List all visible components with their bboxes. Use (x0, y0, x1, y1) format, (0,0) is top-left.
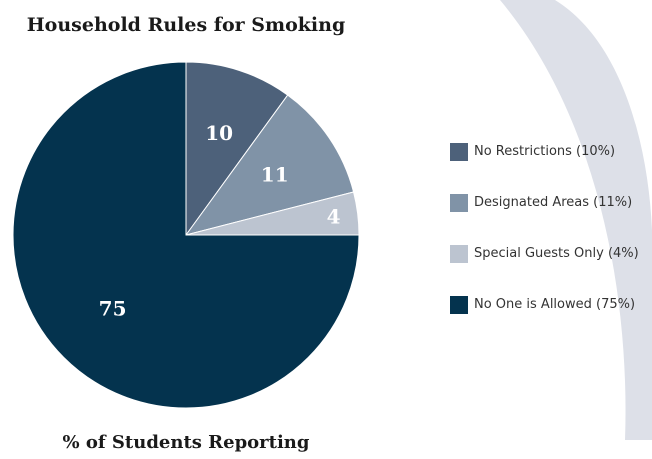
data-label: 10 (205, 121, 233, 145)
chart-title: Household Rules for Smoking (26, 14, 346, 36)
legend-label: No One is Allowed (75%) (474, 297, 636, 312)
data-label: 75 (99, 296, 127, 320)
chart-xlabel: % of Students Reporting (62, 432, 310, 453)
legend-swatch (450, 244, 468, 263)
legend-label: Designated Areas (11%) (474, 195, 633, 210)
legend-swatch (450, 295, 468, 314)
legend-label: No Restrictions (10%) (474, 144, 616, 159)
data-label: 11 (261, 163, 289, 187)
legend-swatch (450, 193, 468, 212)
slice-no-one-allowed (12, 61, 360, 409)
legend-item-no-restrictions: No Restrictions (10%) (450, 138, 639, 165)
data-label: 4 (327, 204, 341, 228)
legend-item-designated-areas: Designated Areas (11%) (450, 189, 639, 216)
slice-no-restrictions (185, 61, 289, 237)
legend-label: Special Guests Only (4%) (474, 246, 639, 261)
legend: No Restrictions (10%) Designated Areas (… (450, 138, 639, 342)
legend-item-no-one-allowed: No One is Allowed (75%) (450, 291, 639, 318)
legend-item-special-guests-only: Special Guests Only (4%) (450, 240, 639, 267)
slice-designated-areas (184, 94, 355, 236)
legend-swatch (450, 142, 468, 161)
pie-chart: 10 11 4 75 (12, 61, 360, 409)
